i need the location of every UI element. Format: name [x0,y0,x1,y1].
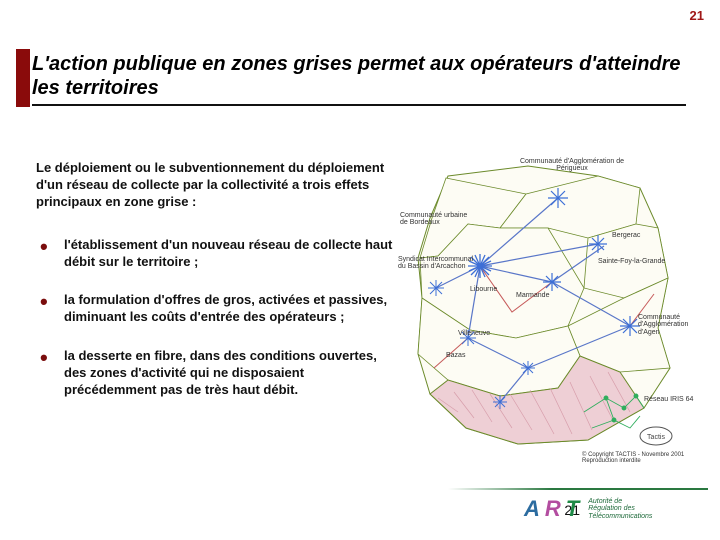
logo-letter-r: R [543,496,564,522]
bullet-item: la desserte en fibre, dans des condition… [64,348,396,399]
map-label: Marmande [516,292,549,299]
map-label: Communauté d'Agglomération d'Agen [638,314,696,336]
logo-text: Autorité de Régulation des Télécommunica… [588,498,698,520]
slide-title: L'action publique en zones grises permet… [32,52,688,100]
map-label: Villeneuve [458,330,490,337]
intro-paragraph: Le déploiement ou le subventionnement du… [36,160,396,211]
region-map: Tactis Communauté d'Agglomération de Pér… [408,158,694,478]
map-label: Bergerac [612,232,640,239]
title-block: L'action publique en zones grises permet… [32,52,688,106]
bullet-item: l'établissement d'un nouveau réseau de c… [64,237,396,271]
bullet-list: l'établissement d'un nouveau réseau de c… [36,237,396,399]
art-logo-letters: A R T [522,490,582,528]
map-label: Sainte-Foy-la-Grande [598,258,668,265]
text-content: Le déploiement ou le subventionnement du… [36,160,396,421]
title-accent-bar [16,49,30,107]
svg-text:Tactis: Tactis [647,434,665,441]
map-label: Bazas [446,352,465,359]
map-copyright: © Copyright TACTIS - Novembre 2001 Repro… [582,452,694,465]
art-logo: A R T Autorité de Régulation des Télécom… [522,490,708,528]
map-label: Syndicat Intercommunal du Bassin d'Arcac… [398,256,476,271]
corner-page-number: 21 [690,8,704,23]
map-label: Libourne [470,286,497,293]
logo-letter-t: T [564,496,582,522]
tactis-logo-icon: Tactis [640,427,672,445]
map-label: Réseau IRIS 64 [644,396,694,403]
logo-line: Autorité de [588,498,698,505]
logo-line: Télécommunications [588,513,698,520]
bullet-item: la formulation d'offres de gros, activée… [64,292,396,326]
logo-letter-a: A [522,496,543,522]
slide: 21 L'action publique en zones grises per… [0,0,720,540]
map-label: Communauté urbaine de Bordeaux [400,212,472,227]
logo-line: Régulation des [588,505,698,512]
map-label: Communauté d'Agglomération de Périgueux [512,158,632,173]
title-underline [32,104,686,106]
